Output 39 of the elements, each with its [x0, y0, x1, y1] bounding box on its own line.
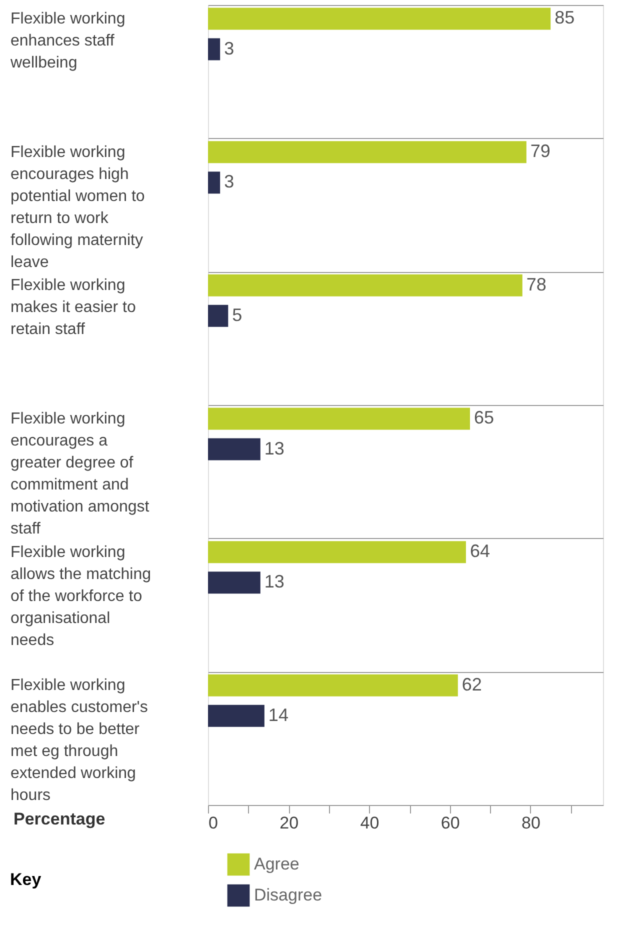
- x-tick-label: 20: [280, 814, 299, 832]
- data-label: 62: [462, 674, 482, 694]
- data-label: 3: [224, 172, 234, 192]
- legend-title: Key: [10, 870, 42, 889]
- x-tick-label: 60: [440, 814, 460, 832]
- y-tick-label: Flexible working makes it easier to retain staff: [10, 277, 136, 338]
- bar: [208, 572, 260, 594]
- bar: [208, 704, 264, 727]
- x-tick-label: 0: [208, 814, 218, 832]
- x-tick-label: 80: [521, 814, 540, 832]
- y-tick-label: Flexible working encourages high potential women to return to work following maternity leave: [10, 144, 145, 271]
- bar: [208, 541, 466, 564]
- y-tick-label: Flexible working enables customer's needs to be better met eg through extended working hours: [10, 677, 148, 804]
- bar: [208, 438, 260, 460]
- bar: [208, 38, 220, 60]
- data-label: 64: [470, 541, 490, 562]
- x-axis-title: Percentage: [14, 810, 106, 828]
- y-tick-label: Flexible working encourages a greater degree of commitment and motivation amongst staff: [10, 410, 150, 538]
- data-label: 13: [264, 438, 284, 458]
- bar: [208, 408, 470, 430]
- data-label: 78: [526, 274, 546, 294]
- y-tick-label: Flexible working allows the matching of the workforce to organisational needs: [10, 544, 152, 649]
- data-label: 65: [474, 408, 494, 428]
- data-label: 14: [268, 704, 288, 725]
- data-label: 13: [264, 572, 284, 592]
- y-tick-label: Flexible working enhances staff wellbeing: [10, 10, 126, 72]
- bar: [208, 8, 551, 30]
- legend-label: Disagree: [254, 886, 322, 904]
- legend-label: Agree: [254, 854, 300, 874]
- bar: [208, 141, 526, 164]
- data-label: 5: [232, 304, 242, 325]
- bar: [208, 172, 220, 194]
- x-tick-label: 40: [360, 814, 380, 832]
- bar: [208, 304, 228, 327]
- bar: [208, 274, 522, 296]
- data-label: 79: [530, 141, 550, 162]
- bar: [208, 674, 458, 696]
- data-label: 3: [224, 38, 234, 58]
- data-label: 85: [554, 8, 575, 28]
